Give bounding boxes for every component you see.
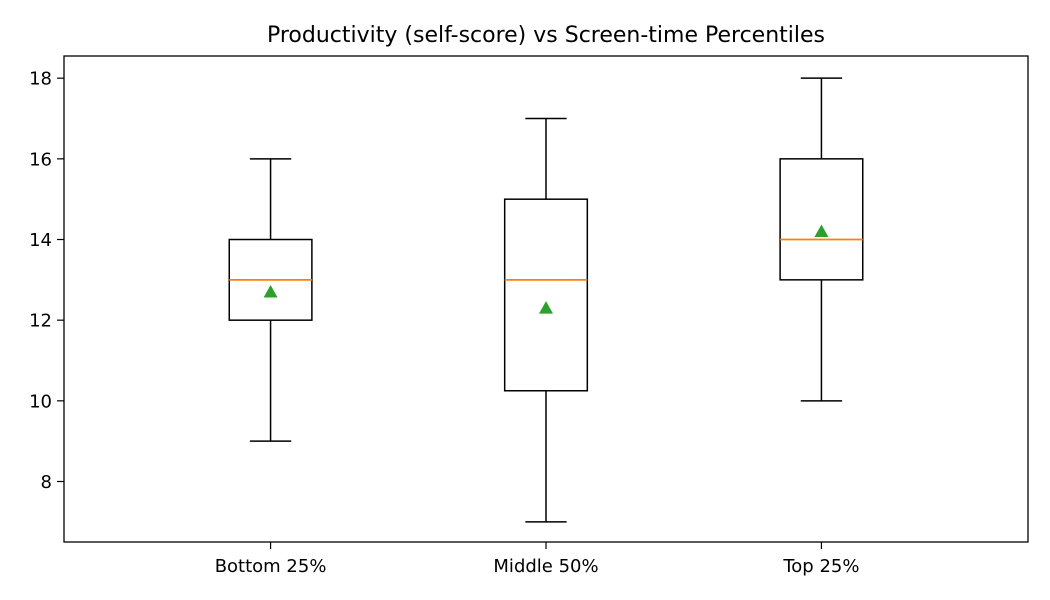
box-group — [228, 158, 313, 442]
y-tick-label: 18 — [29, 69, 52, 90]
box-group — [779, 77, 864, 402]
interquartile-box — [503, 198, 589, 392]
chart-title: Productivity (self-score) vs Screen-time… — [267, 23, 825, 48]
x-tick-label: Bottom 25% — [215, 556, 327, 577]
interquartile-box — [779, 158, 864, 281]
box-group — [503, 117, 589, 523]
y-tick-label: 16 — [29, 149, 52, 170]
x-axis: Bottom 25% Middle 50% Top 25% — [215, 542, 859, 577]
mean-marker — [263, 284, 278, 298]
y-axis: 8 10 12 14 16 18 — [29, 69, 64, 493]
mean-marker — [814, 224, 829, 238]
mean-marker — [539, 301, 553, 314]
y-tick-label: 10 — [29, 391, 52, 412]
x-tick-label: Middle 50% — [493, 556, 598, 577]
y-tick-label: 8 — [41, 472, 52, 493]
box-series — [228, 77, 864, 523]
y-tick-label: 14 — [29, 230, 52, 251]
x-tick-label: Top 25% — [782, 556, 859, 577]
y-tick-label: 12 — [29, 311, 52, 332]
